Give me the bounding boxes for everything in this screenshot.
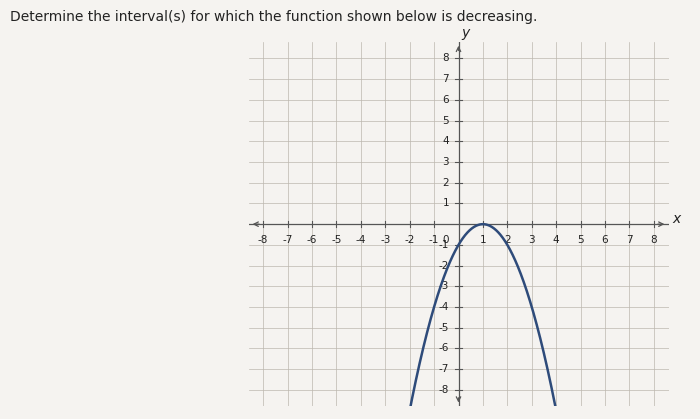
- Text: -7: -7: [282, 235, 293, 245]
- Text: -4: -4: [439, 302, 449, 312]
- Text: -1: -1: [439, 240, 449, 250]
- Text: -7: -7: [439, 364, 449, 374]
- Text: 2: 2: [442, 178, 449, 188]
- Text: -4: -4: [356, 235, 366, 245]
- Text: 1: 1: [480, 235, 486, 245]
- Text: -3: -3: [380, 235, 391, 245]
- Text: -6: -6: [439, 344, 449, 354]
- Text: 3: 3: [442, 157, 449, 167]
- Text: 8: 8: [650, 235, 657, 245]
- Text: 5: 5: [442, 116, 449, 126]
- Text: -6: -6: [307, 235, 317, 245]
- Text: 0: 0: [442, 235, 449, 245]
- Text: -3: -3: [439, 281, 449, 291]
- Text: 3: 3: [528, 235, 535, 245]
- Text: -8: -8: [258, 235, 268, 245]
- Text: 6: 6: [602, 235, 608, 245]
- Text: y: y: [461, 26, 470, 40]
- Text: 7: 7: [626, 235, 633, 245]
- Text: 4: 4: [553, 235, 559, 245]
- Text: 2: 2: [504, 235, 510, 245]
- Text: x: x: [672, 212, 680, 226]
- Text: 4: 4: [442, 136, 449, 146]
- Text: -8: -8: [439, 385, 449, 395]
- Text: 5: 5: [578, 235, 584, 245]
- Text: -5: -5: [439, 323, 449, 333]
- Text: 6: 6: [442, 95, 449, 105]
- Text: -1: -1: [429, 235, 440, 245]
- Text: Determine the interval(s) for which the function shown below is decreasing.: Determine the interval(s) for which the …: [10, 10, 538, 24]
- Text: -5: -5: [331, 235, 342, 245]
- Text: -2: -2: [405, 235, 415, 245]
- Text: -2: -2: [439, 261, 449, 271]
- Text: 7: 7: [442, 74, 449, 84]
- Text: 1: 1: [442, 199, 449, 209]
- Text: 8: 8: [442, 54, 449, 63]
